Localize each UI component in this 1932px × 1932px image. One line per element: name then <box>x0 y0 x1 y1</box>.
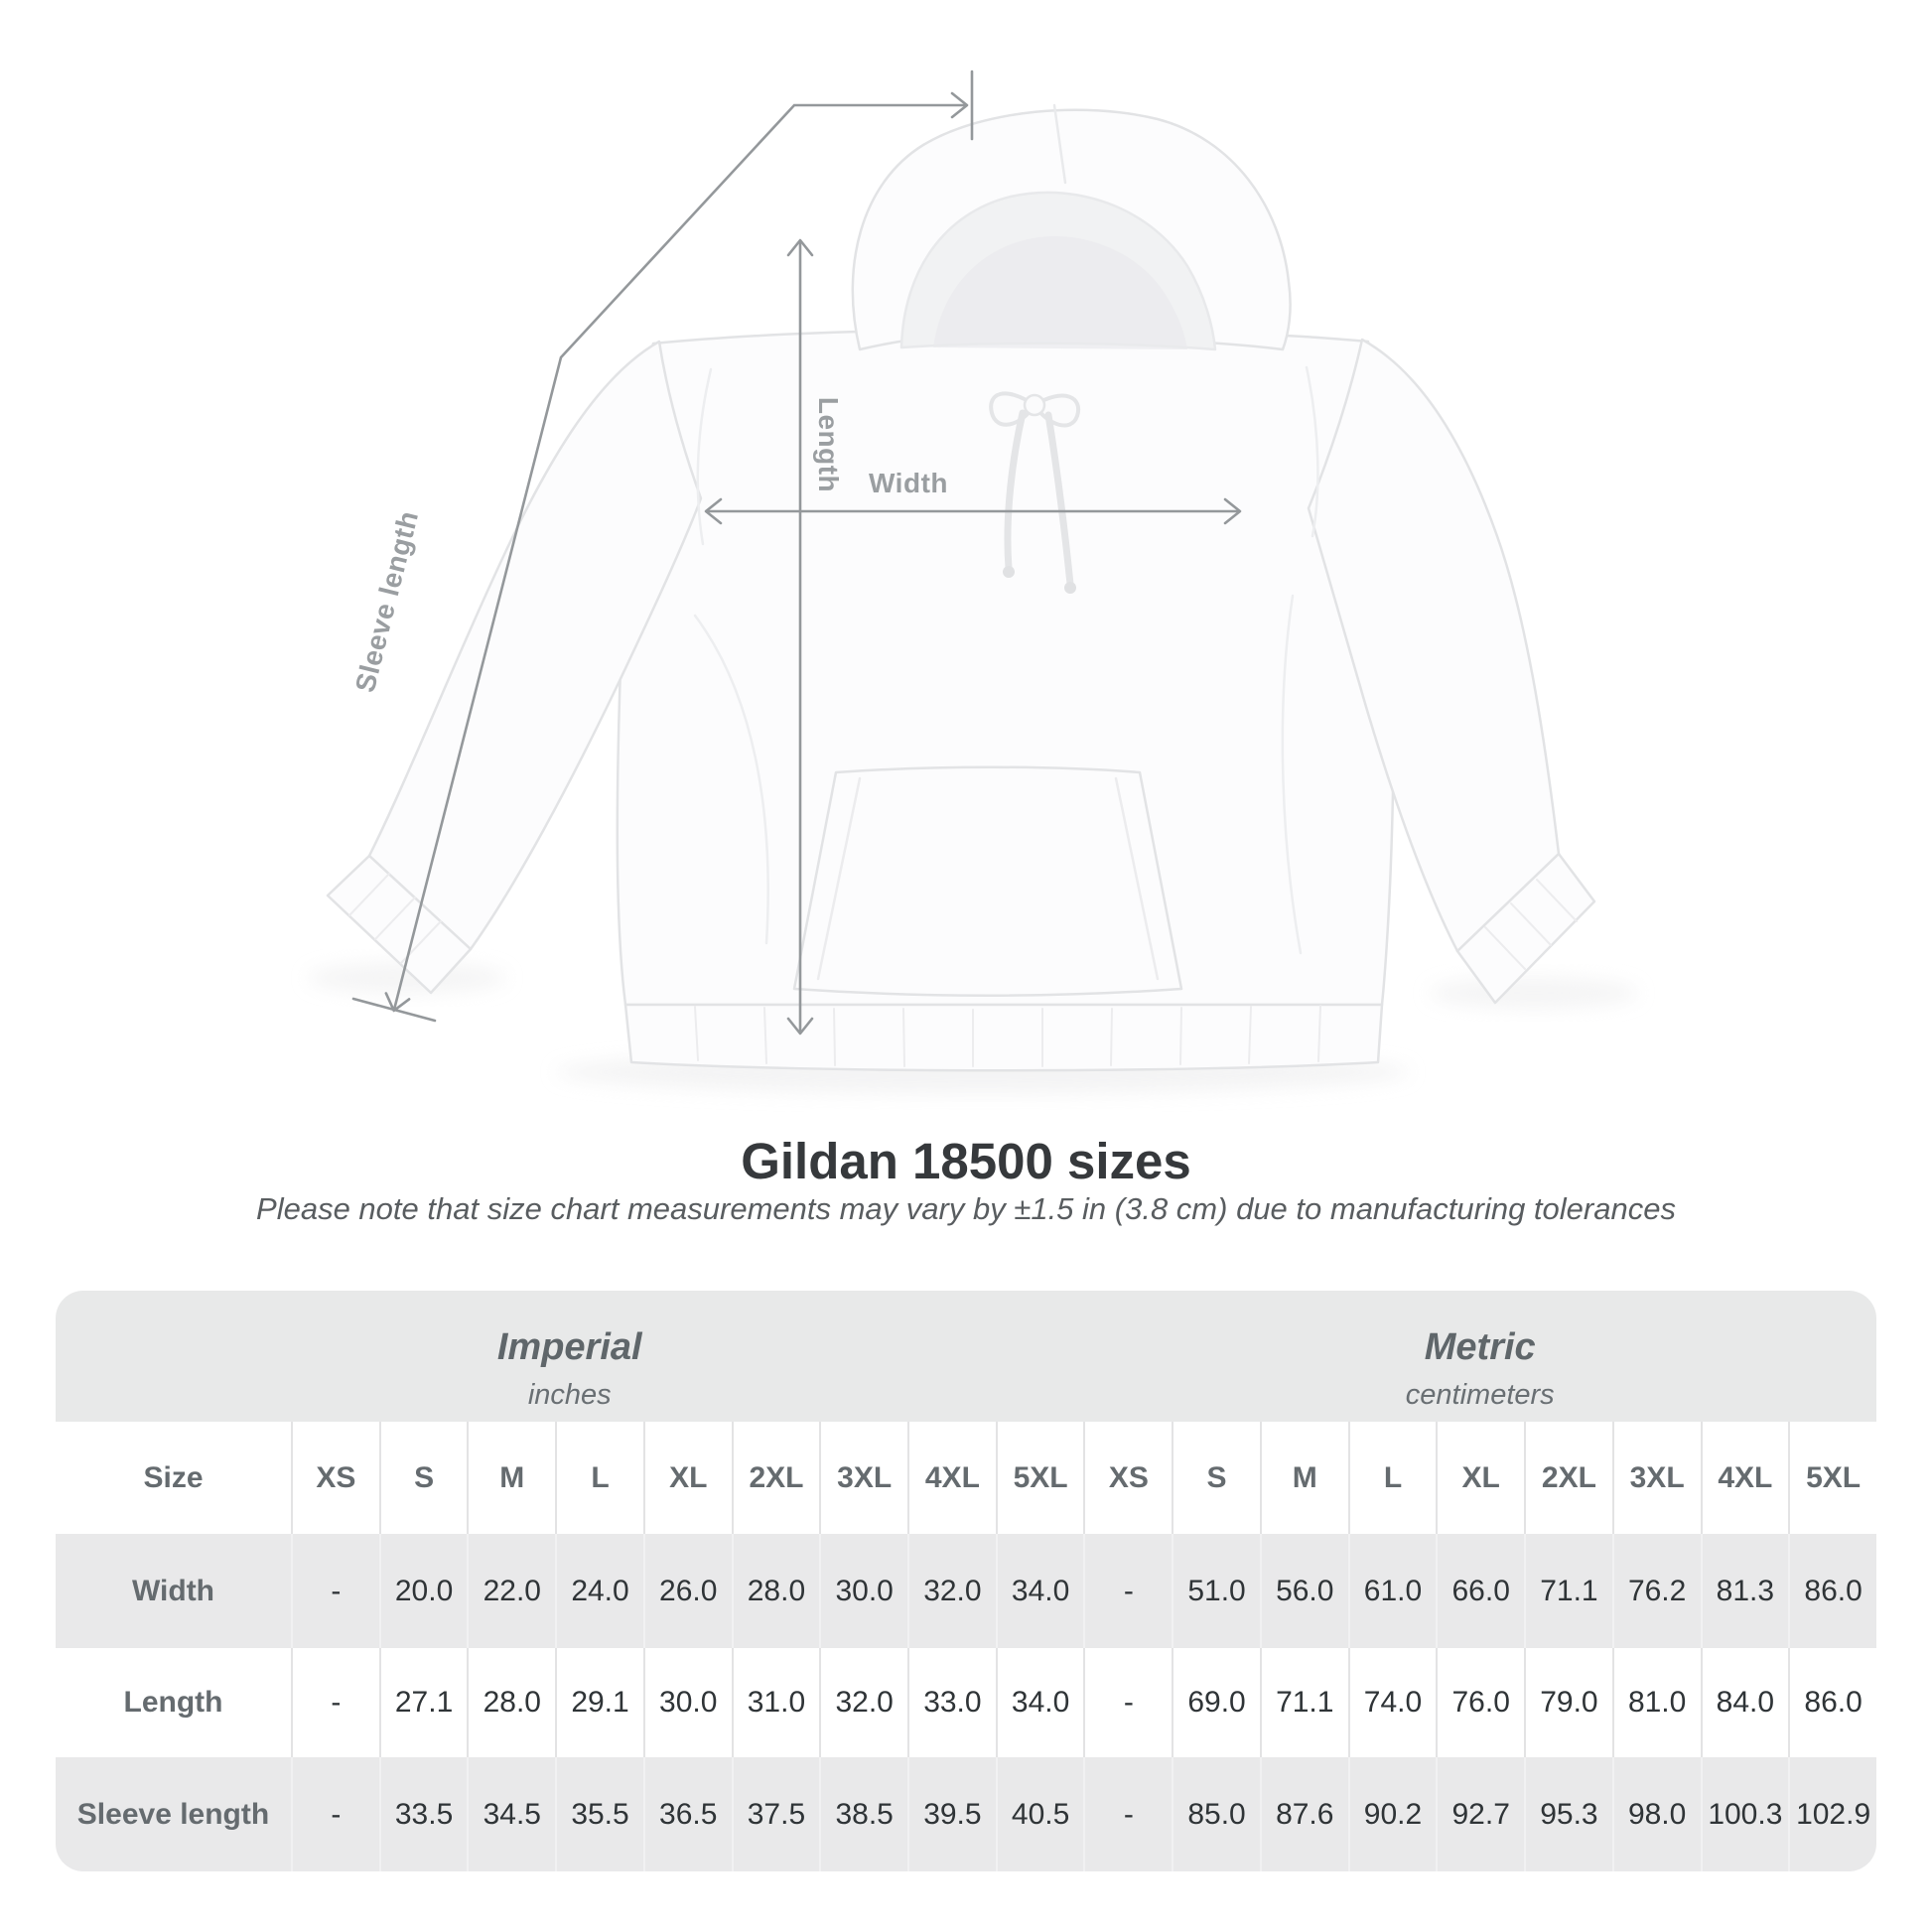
table-cell: 30.0 <box>642 1648 732 1757</box>
size-header: 3XL <box>819 1422 908 1534</box>
size-header: 4XL <box>1700 1422 1789 1534</box>
table-cell: 27.1 <box>378 1648 468 1757</box>
table-cell: 32.0 <box>819 1648 908 1757</box>
table-cell: 29.1 <box>555 1648 643 1757</box>
unit-group-unit: centimeters <box>1405 1379 1555 1411</box>
unit-group-unit: inches <box>527 1379 612 1411</box>
table-cell: 28.0 <box>731 1534 820 1648</box>
table-row-width: Width - 20.0 22.0 24.0 26.0 28.0 30.0 32… <box>56 1534 1876 1648</box>
table-cell: 24.0 <box>555 1534 643 1648</box>
table-cell: - <box>1083 1534 1173 1648</box>
table-cell: - <box>1083 1757 1173 1871</box>
table-cell: 92.7 <box>1436 1757 1525 1871</box>
unit-group-row: Imperial inches Metric centimeters <box>56 1291 1876 1422</box>
size-header: XS <box>291 1422 379 1534</box>
table-cell: 86.0 <box>1788 1534 1876 1648</box>
table-cell: 81.3 <box>1700 1534 1789 1648</box>
table-cell: 20.0 <box>378 1534 468 1648</box>
table-cell: 79.0 <box>1524 1648 1612 1757</box>
page-title: Gildan 18500 sizes <box>741 1133 1191 1189</box>
table-cell: 39.5 <box>907 1757 996 1871</box>
table-cell: 86.0 <box>1788 1648 1876 1757</box>
size-header: 2XL <box>1524 1422 1612 1534</box>
table-cell: 102.9 <box>1788 1757 1876 1871</box>
table-cell: 76.0 <box>1436 1648 1525 1757</box>
size-header: XL <box>1436 1422 1525 1534</box>
table-cell: 33.0 <box>907 1648 996 1757</box>
unit-group-name: Imperial <box>496 1326 642 1368</box>
size-header: M <box>1259 1422 1348 1534</box>
hoodie-garment <box>326 103 1596 1072</box>
table-cell: 26.0 <box>642 1534 732 1648</box>
sleeve-measure-bottom-tick <box>351 997 437 1023</box>
table-cell: 56.0 <box>1259 1534 1348 1648</box>
table-row-sleeve-length: Sleeve length - 33.5 34.5 35.5 36.5 37.5… <box>56 1757 1876 1871</box>
table-cell: 87.6 <box>1259 1757 1348 1871</box>
row-label: Sleeve length <box>56 1757 291 1871</box>
unit-group-imperial: Imperial inches <box>56 1291 1084 1422</box>
size-column-header: Size <box>56 1422 291 1534</box>
table-cell: 74.0 <box>1347 1648 1437 1757</box>
hoodie-figure: Width Length Sleeve length <box>308 69 1638 1094</box>
width-measure-label: Width <box>869 468 948 498</box>
table-cell: 66.0 <box>1436 1534 1525 1648</box>
size-header: L <box>555 1422 643 1534</box>
table-row-length: Length - 27.1 28.0 29.1 30.0 31.0 32.0 3… <box>56 1648 1876 1757</box>
size-header: 2XL <box>731 1422 820 1534</box>
table-cell: 33.5 <box>378 1757 468 1871</box>
table-cell: 95.3 <box>1524 1757 1612 1871</box>
size-header: 5XL <box>995 1422 1084 1534</box>
table-header-row: Size XS S M L XL 2XL 3XL 4XL 5XL XS S M … <box>56 1422 1876 1534</box>
size-header: S <box>378 1422 468 1534</box>
table-cell: 31.0 <box>731 1648 820 1757</box>
size-header: XS <box>1083 1422 1173 1534</box>
table-cell: 61.0 <box>1347 1534 1437 1648</box>
size-header: 5XL <box>1788 1422 1876 1534</box>
size-header: 4XL <box>907 1422 996 1534</box>
table-cell: 22.0 <box>467 1534 556 1648</box>
measurement-lines <box>351 69 1242 1035</box>
size-header: L <box>1347 1422 1437 1534</box>
row-label: Length <box>56 1648 291 1757</box>
table-cell: 98.0 <box>1611 1757 1701 1871</box>
table-cell: 90.2 <box>1347 1757 1437 1871</box>
table-cell: 71.1 <box>1524 1534 1612 1648</box>
table-cell: 34.5 <box>467 1757 556 1871</box>
table-cell: 34.0 <box>995 1534 1084 1648</box>
table-cell: 38.5 <box>819 1757 908 1871</box>
size-header: 3XL <box>1611 1422 1701 1534</box>
table-cell: 76.2 <box>1611 1534 1701 1648</box>
table-cell: 28.0 <box>467 1648 556 1757</box>
page-subtitle: Please note that size chart measurements… <box>256 1191 1676 1226</box>
table-cell: 37.5 <box>731 1757 820 1871</box>
table-cell: - <box>291 1534 379 1648</box>
table-cell: 35.5 <box>555 1757 643 1871</box>
size-header: XL <box>642 1422 732 1534</box>
table-cell: 51.0 <box>1172 1534 1260 1648</box>
table-cell: 30.0 <box>819 1534 908 1648</box>
table-cell: 32.0 <box>907 1534 996 1648</box>
size-header: M <box>467 1422 556 1534</box>
table-cell: - <box>1083 1648 1173 1757</box>
table-cell: 100.3 <box>1700 1757 1789 1871</box>
table-cell: 34.0 <box>995 1648 1084 1757</box>
table-cell: - <box>291 1648 379 1757</box>
table-cell: 84.0 <box>1700 1648 1789 1757</box>
table-cell: 71.1 <box>1259 1648 1348 1757</box>
size-header: S <box>1172 1422 1260 1534</box>
unit-group-name: Metric <box>1424 1326 1536 1368</box>
table-cell: 36.5 <box>642 1757 732 1871</box>
hoodie-illustration <box>308 69 1638 1094</box>
table-cell: - <box>291 1757 379 1871</box>
size-table: Imperial inches Metric centimeters Size … <box>56 1291 1876 1871</box>
sleeve-length-measure-line <box>384 91 969 1013</box>
table-cell: 69.0 <box>1172 1648 1260 1757</box>
unit-group-metric: Metric centimeters <box>1083 1291 1876 1422</box>
table-cell: 40.5 <box>995 1757 1084 1871</box>
length-measure-label: Length <box>813 396 844 493</box>
table-cell: 81.0 <box>1611 1648 1701 1757</box>
table-cell: 85.0 <box>1172 1757 1260 1871</box>
row-label: Width <box>56 1534 291 1648</box>
